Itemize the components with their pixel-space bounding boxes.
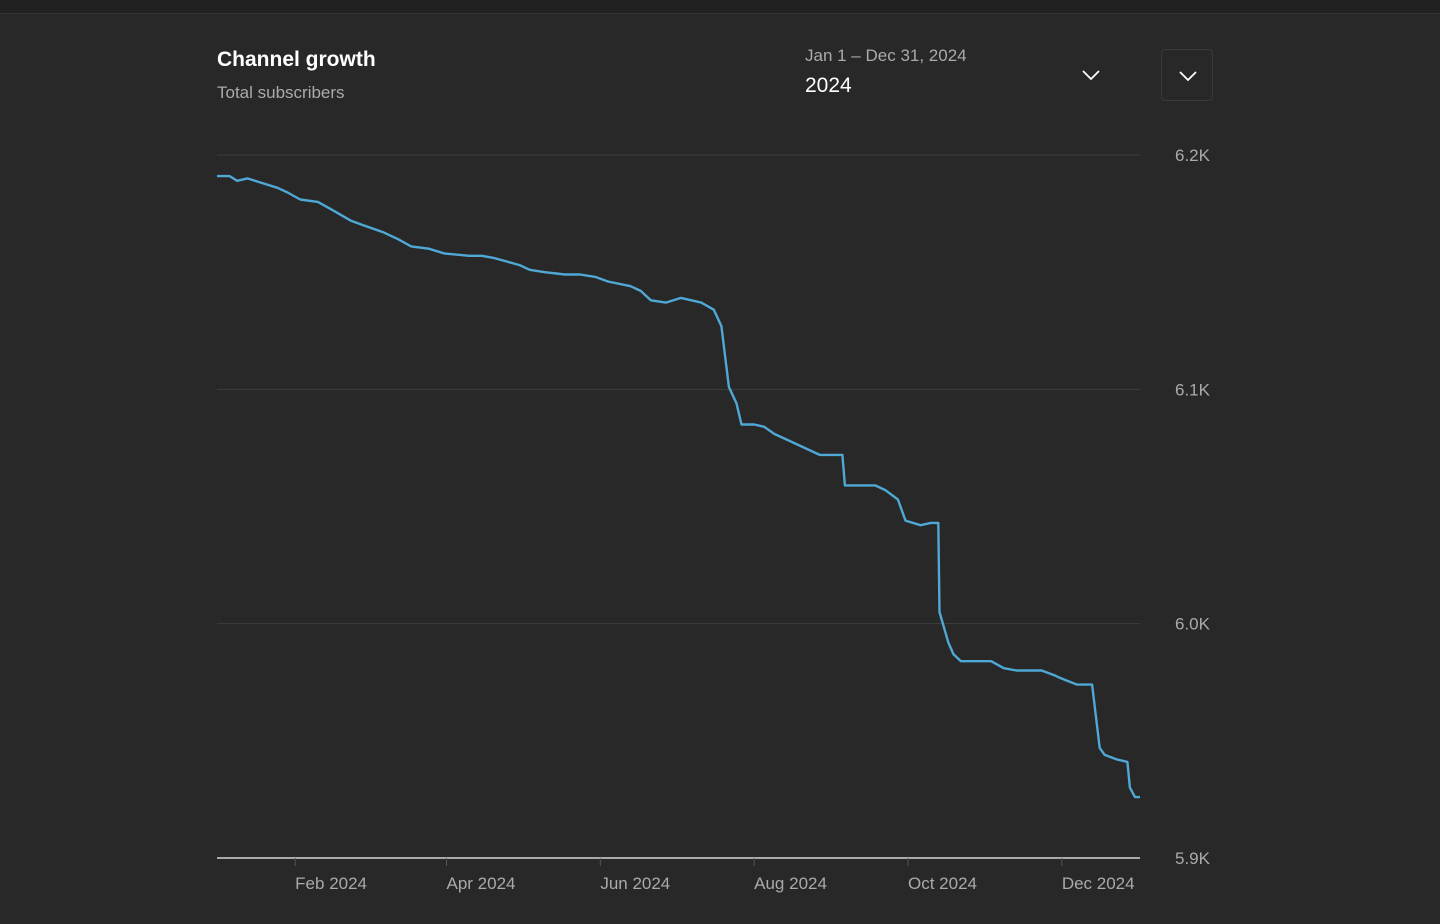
y-tick-label: 6.1K [1175,380,1211,399]
x-tick-label: Jun 2024 [600,874,670,893]
card-title: Channel growth [217,48,376,71]
top-bar [0,0,1440,14]
period-dropdown-chevron-down-icon[interactable] [1078,62,1104,88]
series-line-total-subscribers[interactable] [217,174,1140,799]
card-subtitle: Total subscribers [217,83,345,102]
x-tick-label: Feb 2024 [295,874,367,893]
y-tick-label: 6.2K [1175,146,1211,165]
date-range-label[interactable]: Jan 1 – Dec 31, 2024 [805,46,967,65]
y-tick-label: 6.0K [1175,615,1211,634]
x-tick-label: Dec 2024 [1062,874,1135,893]
x-tick-label: Oct 2024 [908,874,977,893]
expand-button[interactable] [1161,49,1213,101]
x-tick-label: Apr 2024 [446,874,515,893]
y-tick-label: 5.9K [1175,849,1211,868]
x-tick-label: Aug 2024 [754,874,827,893]
chevron-down-icon [1179,71,1197,82]
period-selector-value[interactable]: 2024 [805,74,852,97]
